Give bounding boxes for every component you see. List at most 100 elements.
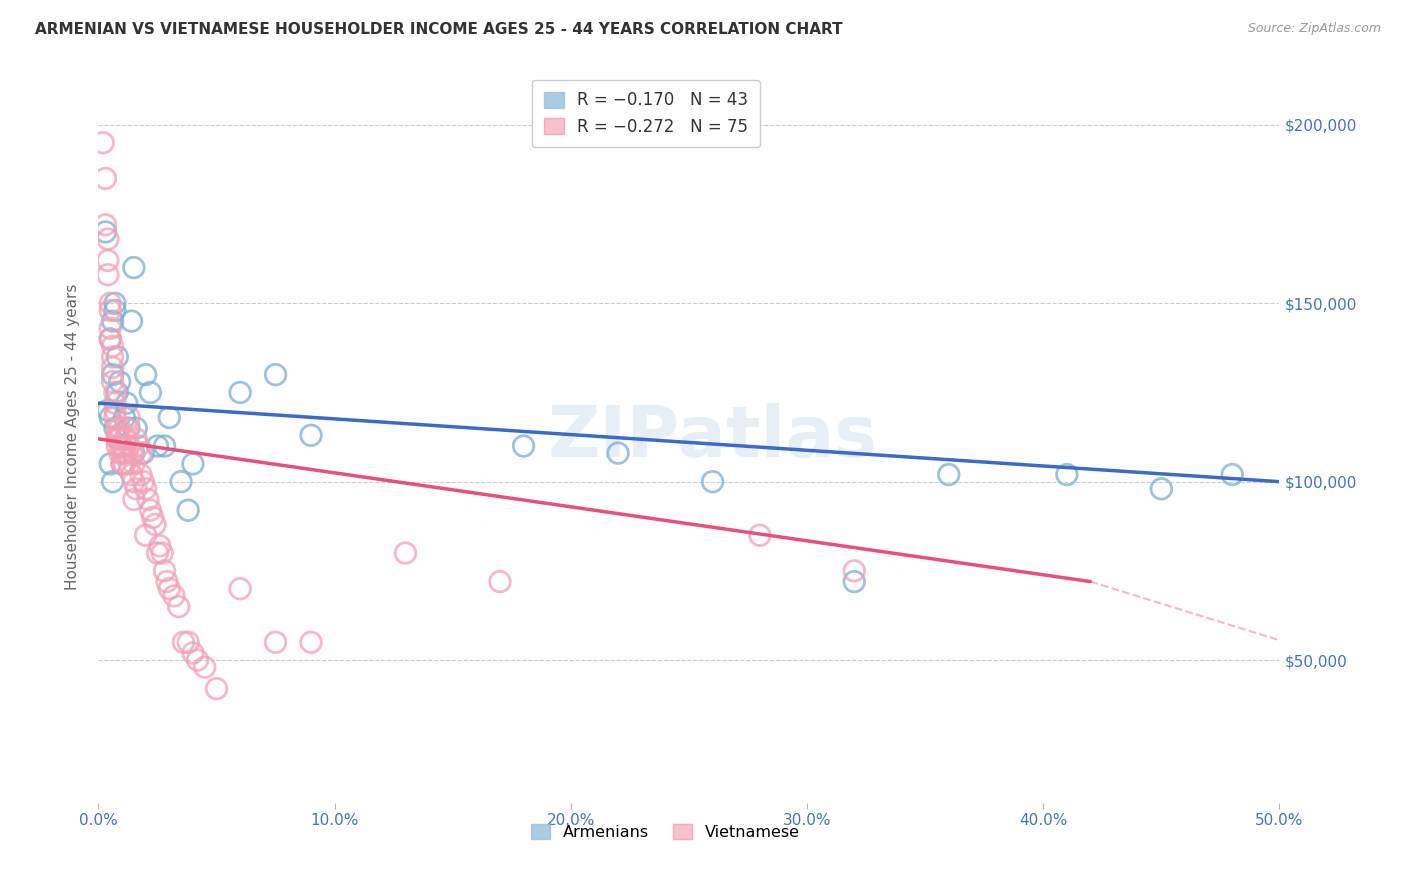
Text: ARMENIAN VS VIETNAMESE HOUSEHOLDER INCOME AGES 25 - 44 YEARS CORRELATION CHART: ARMENIAN VS VIETNAMESE HOUSEHOLDER INCOM… [35, 22, 842, 37]
Point [104, 410, 127, 425]
Point [104, 421, 127, 435]
Point [205, 681, 228, 696]
Point [181, 646, 204, 660]
Point [607, 446, 630, 460]
Point [938, 467, 960, 482]
Point [108, 375, 131, 389]
Point [104, 403, 127, 417]
Point [146, 546, 169, 560]
Point [98, 332, 121, 346]
Point [132, 446, 155, 460]
Legend: Armenians, Vietnamese: Armenians, Vietnamese [522, 814, 810, 850]
Point [143, 517, 166, 532]
Point [111, 446, 134, 460]
Point [264, 368, 287, 382]
Point [748, 528, 770, 542]
Point [129, 446, 152, 460]
Point [105, 428, 128, 442]
Point [94, 171, 117, 186]
Point [122, 260, 145, 275]
Point [104, 385, 127, 400]
Point [394, 546, 416, 560]
Point [150, 546, 173, 560]
Point [132, 475, 155, 489]
Point [122, 457, 145, 471]
Point [101, 368, 124, 382]
Point [122, 492, 145, 507]
Point [129, 467, 152, 482]
Point [101, 360, 124, 375]
Point [111, 457, 134, 471]
Point [112, 410, 135, 425]
Point [94, 218, 117, 232]
Point [112, 457, 135, 471]
Point [101, 339, 124, 353]
Point [122, 446, 145, 460]
Point [97, 232, 120, 246]
Point [101, 314, 124, 328]
Point [101, 350, 124, 364]
Point [108, 421, 131, 435]
Point [104, 296, 127, 310]
Point [177, 635, 200, 649]
Point [229, 582, 252, 596]
Point [264, 635, 287, 649]
Point [105, 432, 128, 446]
Point [98, 457, 121, 471]
Point [512, 439, 534, 453]
Point [115, 396, 138, 410]
Point [98, 296, 121, 310]
Point [108, 432, 131, 446]
Point [170, 475, 193, 489]
Point [489, 574, 512, 589]
Point [153, 564, 176, 578]
Point [98, 332, 121, 346]
Point [1150, 482, 1173, 496]
Point [135, 368, 157, 382]
Point [98, 321, 121, 335]
Point [121, 467, 143, 482]
Point [98, 410, 121, 425]
Point [142, 510, 165, 524]
Point [187, 653, 209, 667]
Point [167, 599, 190, 614]
Point [121, 314, 143, 328]
Point [101, 475, 124, 489]
Point [157, 582, 180, 596]
Point [112, 446, 135, 460]
Text: ZIPatlas: ZIPatlas [547, 402, 877, 472]
Point [104, 303, 127, 318]
Point [163, 589, 186, 603]
Y-axis label: Householder Income Ages 25 - 44 years: Householder Income Ages 25 - 44 years [65, 284, 80, 591]
Point [1220, 467, 1243, 482]
Point [105, 421, 128, 435]
Point [157, 410, 180, 425]
Point [97, 403, 120, 417]
Point [112, 432, 135, 446]
Point [702, 475, 724, 489]
Point [105, 439, 128, 453]
Point [135, 482, 157, 496]
Point [172, 635, 194, 649]
Point [125, 482, 148, 496]
Point [194, 660, 217, 674]
Point [94, 225, 117, 239]
Point [299, 635, 322, 649]
Point [97, 268, 120, 282]
Point [149, 539, 172, 553]
Point [181, 457, 204, 471]
Point [115, 446, 138, 460]
Point [299, 428, 322, 442]
Point [844, 574, 866, 589]
Point [105, 350, 128, 364]
Point [115, 432, 138, 446]
Point [98, 303, 121, 318]
Point [146, 439, 169, 453]
Point [121, 446, 143, 460]
Point [136, 492, 159, 507]
Point [125, 421, 148, 435]
Point [111, 457, 134, 471]
Point [153, 439, 176, 453]
Point [111, 439, 134, 453]
Point [139, 503, 162, 517]
